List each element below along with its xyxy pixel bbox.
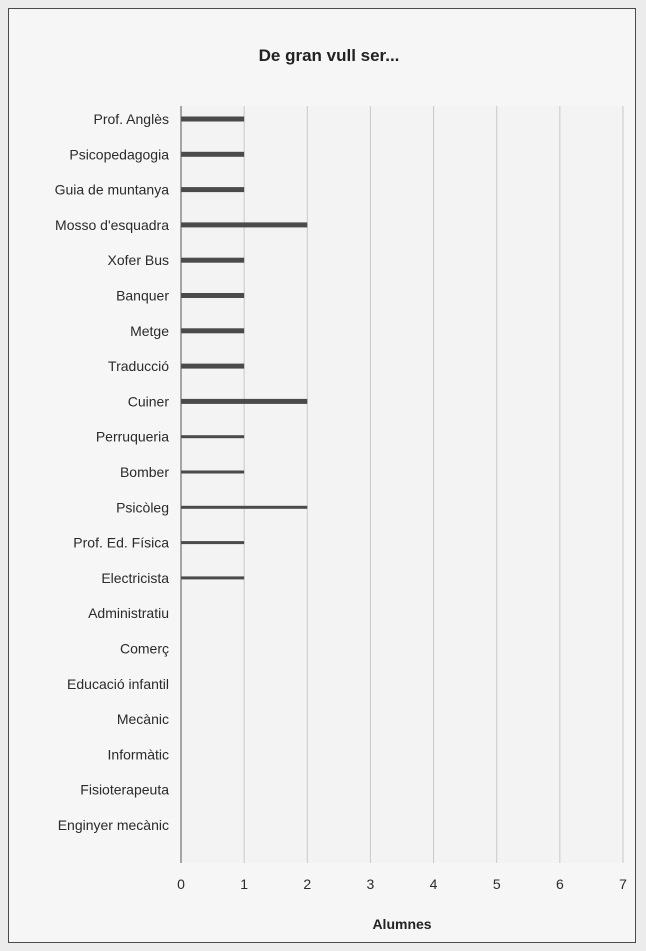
bar <box>181 187 245 193</box>
bar <box>181 435 245 439</box>
category-label: Enginyer mecànic <box>58 817 169 833</box>
bar <box>181 222 308 228</box>
bar <box>181 257 245 263</box>
category-label: Prof. Anglès <box>94 111 170 127</box>
category-labels: Prof. Anglès Psicopedagogia Guia de muntan… <box>55 111 170 833</box>
category-label: Comerç <box>120 641 169 657</box>
bar <box>181 470 245 474</box>
category-label: Metge <box>130 323 169 339</box>
category-label: Mosso d'esquadra <box>55 217 169 233</box>
x-tick-labels: 0 1 2 3 4 5 6 7 <box>177 876 627 892</box>
x-tick-label: 0 <box>177 876 185 892</box>
category-label: Mecànic <box>117 711 169 727</box>
category-label: Fisioterapeuta <box>80 782 169 798</box>
bar <box>181 576 245 580</box>
x-tick-label: 4 <box>430 876 438 892</box>
x-tick-label: 2 <box>303 876 311 892</box>
category-label: Psicopedagogia <box>69 146 169 162</box>
bar-chart: Prof. Anglès Psicopedagogia Guia de muntan… <box>55 46 628 932</box>
category-label: Psicòleg <box>116 499 169 515</box>
x-tick-label: 5 <box>493 876 501 892</box>
bar <box>181 116 245 122</box>
category-label: Informàtic <box>108 746 169 762</box>
bar <box>181 398 308 404</box>
bar <box>181 505 308 509</box>
x-tick-label: 3 <box>367 876 375 892</box>
bar <box>181 328 245 334</box>
x-tick-label: 1 <box>240 876 248 892</box>
bars <box>181 116 308 580</box>
category-label: Guia de muntanya <box>55 182 170 198</box>
category-label: Traducció <box>108 358 169 374</box>
category-label: Educació infantil <box>67 676 169 692</box>
chart-frame: Prof. Anglès Psicopedagogia Guia de muntan… <box>8 8 636 943</box>
bar <box>181 151 245 157</box>
plot-area <box>181 106 623 863</box>
x-axis-label: Alumnes <box>372 916 431 932</box>
category-label: Administratiu <box>88 605 169 621</box>
x-tick-label: 7 <box>619 876 627 892</box>
x-tick-label: 6 <box>556 876 564 892</box>
category-label: Perruqueria <box>96 429 169 445</box>
grid-lines <box>243 106 624 863</box>
category-label: Xofer Bus <box>108 252 169 268</box>
category-label: Electricista <box>101 570 169 586</box>
category-label: Banquer <box>116 288 169 304</box>
category-label: Bomber <box>120 464 169 480</box>
bar <box>181 293 245 298</box>
bar <box>181 363 245 369</box>
category-label: Cuiner <box>128 393 170 409</box>
category-label: Prof. Ed. Física <box>73 535 169 551</box>
chart-title: De gran vull ser... <box>259 46 400 65</box>
bar <box>181 541 245 545</box>
